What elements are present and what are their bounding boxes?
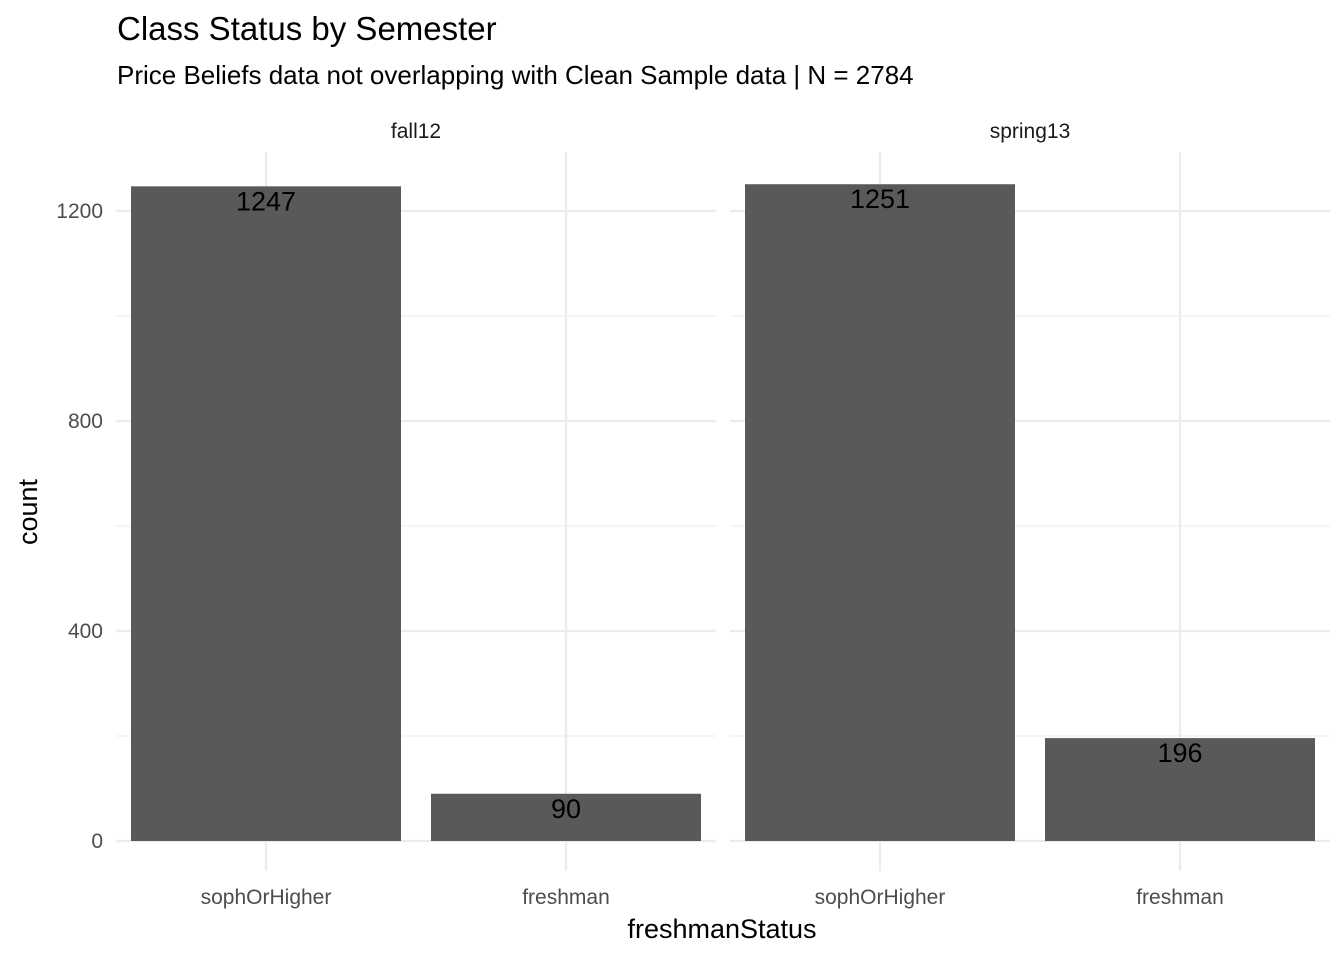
y-tick-label: 1200 [56, 200, 103, 223]
x-tick-label: sophOrHigher [201, 886, 332, 909]
x-tick-label: freshman [522, 886, 610, 909]
axis-ticks: 0 400 800 1200 fall12 sophOrHigher freshman spr… [56, 120, 1223, 909]
y-tick-label: 800 [68, 410, 103, 433]
bar-value-label: 90 [551, 794, 581, 824]
bar-spring13-sophOrHigher [745, 184, 1015, 842]
bar-fall12-freshman [431, 793, 701, 841]
x-axis-title: freshmanStatus [627, 914, 816, 944]
x-tick-label: sophOrHigher [815, 886, 946, 909]
y-tick-label: 0 [91, 830, 103, 853]
bar-labels: 1247 90 1251 196 [236, 184, 1203, 824]
bar-value-label: 196 [1157, 738, 1202, 768]
facet-strip-label: spring13 [990, 120, 1071, 143]
facet-strip-label: fall12 [391, 120, 441, 143]
y-axis-title: count [13, 478, 43, 545]
bar-value-label: 1247 [236, 186, 296, 216]
bar-value-label: 1251 [850, 184, 910, 214]
chart-subtitle: Price Beliefs data not overlapping with … [117, 60, 914, 90]
y-tick-label: 400 [68, 620, 103, 643]
bar-spring13-freshman [1045, 738, 1315, 841]
bars [131, 184, 1315, 842]
chart-title: Class Status by Semester [117, 10, 497, 47]
x-tick-label: freshman [1136, 886, 1224, 909]
bar-fall12-sophOrHigher [131, 186, 401, 841]
